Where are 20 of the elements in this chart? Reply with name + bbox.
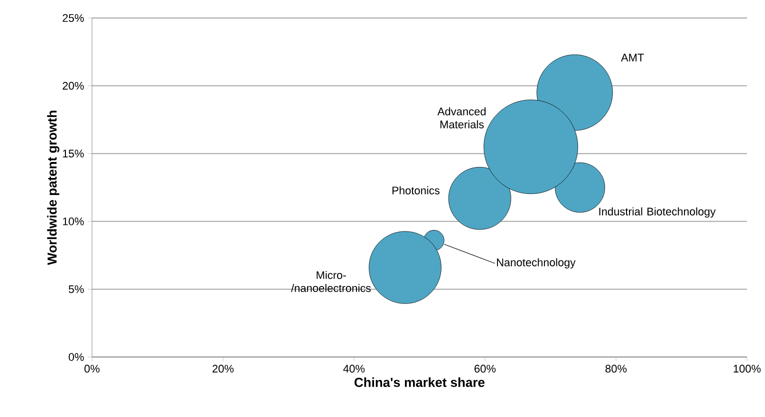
x-tick-label: 0%: [84, 364, 100, 373]
text: AMT: [620, 54, 644, 62]
x-tick-label: 60%: [474, 364, 496, 373]
series-label: Advanced Materials: [437, 107, 486, 128]
x-tick-label: 40%: [343, 364, 365, 373]
y-tick-label: 0%: [68, 353, 84, 361]
x-tick-label: 20%: [212, 364, 234, 373]
y-tick-label: 20%: [62, 82, 84, 90]
x-tick-label: 80%: [605, 364, 627, 373]
series-label: Photonics: [392, 186, 440, 194]
series-label: Micro-/nanoelectronics: [291, 270, 371, 292]
y-tick-label: 5%: [68, 285, 84, 294]
x-tick-label: 100%: [734, 364, 761, 373]
y-tick-label: 10%: [63, 218, 84, 226]
text: Nanotechnology: [497, 258, 576, 268]
x-axis-title: China's market share: [354, 377, 485, 387]
series-label: Industrial Biotechnology: [599, 207, 716, 218]
y-tick-label: 15%: [63, 150, 84, 158]
y-axis-title: Worldwide patent growth: [47, 110, 60, 265]
y-tick-label: 25%: [62, 14, 84, 22]
